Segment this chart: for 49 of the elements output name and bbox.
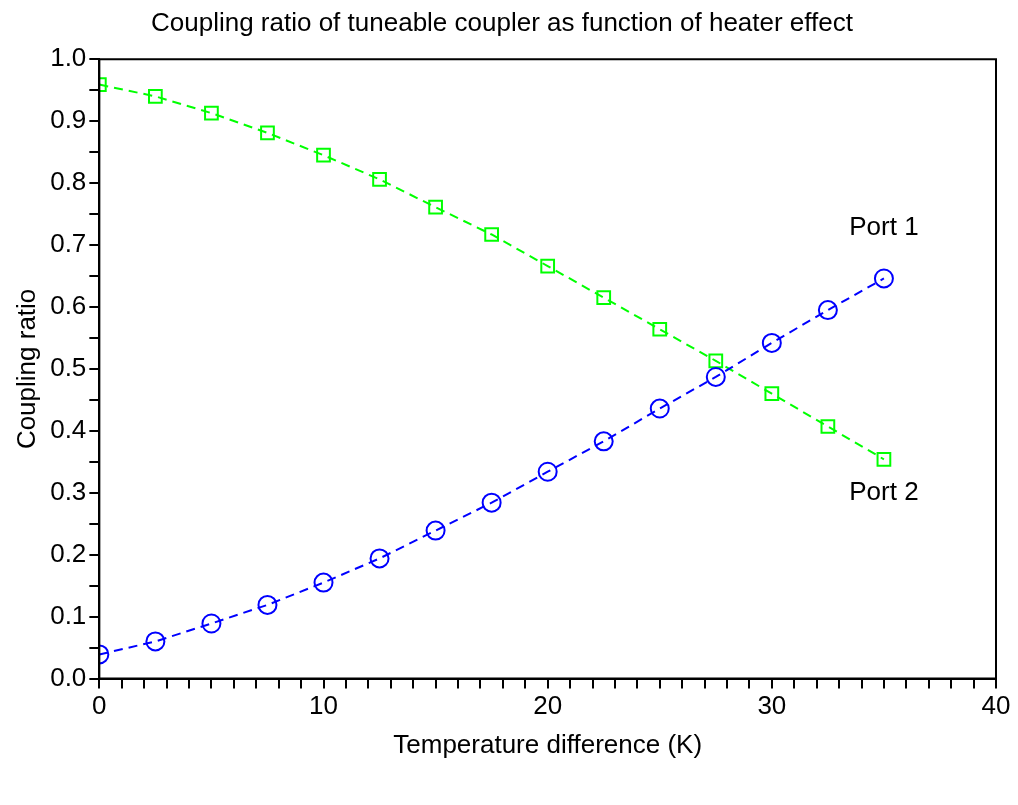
point	[316, 147, 331, 163]
y-tick-label: 0.9	[50, 104, 87, 135]
point	[484, 227, 499, 242]
point	[593, 431, 614, 452]
series-label: Port 1	[849, 210, 919, 241]
point	[481, 492, 502, 513]
series-label: Port 2	[849, 475, 919, 506]
y-tick-label: 0.5	[50, 352, 87, 383]
x-tick-label: 20	[533, 690, 563, 721]
point	[372, 172, 387, 187]
y-tick-label: 0.7	[50, 228, 87, 259]
point	[764, 386, 780, 402]
point	[369, 548, 390, 569]
y-tick-label: 0.1	[50, 599, 87, 630]
point	[540, 258, 556, 274]
y-tick-label: 1.0	[50, 42, 87, 73]
y-tick-label: 0.6	[50, 290, 87, 321]
point	[204, 105, 219, 121]
x-tick-label: 40	[981, 690, 1011, 721]
chart-title: Coupling ratio of tuneable coupler as function of heater effect	[151, 6, 854, 37]
point	[708, 353, 724, 369]
point	[876, 451, 892, 467]
x-tick-label: 10	[309, 690, 338, 721]
point	[649, 398, 670, 419]
y-axis-title: Coupling ratio	[10, 288, 41, 450]
point	[873, 268, 894, 289]
point	[257, 594, 278, 615]
x-tick-label: 30	[757, 690, 787, 721]
x-axis-title: Temperature difference (K)	[393, 728, 703, 759]
y-tick-label: 0.4	[50, 414, 87, 445]
point	[148, 89, 163, 104]
point	[820, 419, 836, 434]
point	[260, 125, 275, 141]
point	[201, 613, 222, 634]
point	[761, 332, 782, 353]
y-tick-label: 0.8	[50, 166, 87, 197]
point	[425, 520, 446, 541]
x-tick-label: 0	[92, 690, 107, 721]
point	[145, 631, 166, 652]
y-tick-label: 0.0	[50, 661, 87, 692]
point	[596, 290, 612, 306]
point	[652, 321, 668, 337]
point	[537, 461, 558, 482]
y-tick-label: 0.3	[50, 475, 87, 506]
point	[313, 572, 334, 593]
y-tick-label: 0.2	[50, 537, 87, 568]
point	[817, 300, 838, 321]
point	[428, 199, 443, 215]
point	[705, 366, 726, 387]
